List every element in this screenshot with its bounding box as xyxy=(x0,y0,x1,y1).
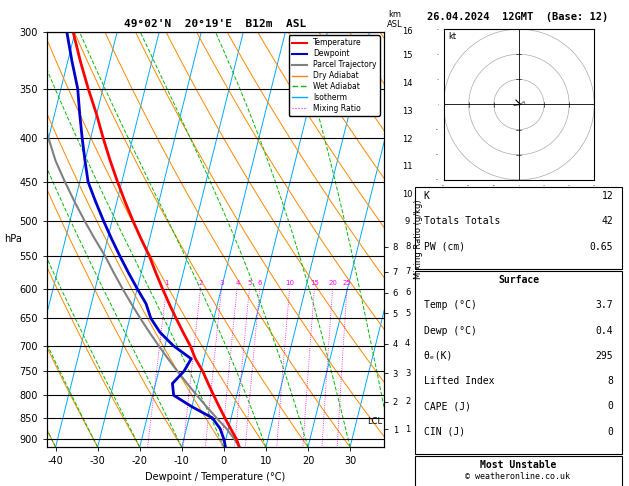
Text: 10: 10 xyxy=(403,190,413,199)
Title: 49°02'N  20°19'E  B12m  ASL: 49°02'N 20°19'E B12m ASL xyxy=(125,19,306,30)
Text: 25: 25 xyxy=(343,279,352,285)
Text: 42: 42 xyxy=(601,216,613,226)
Text: 1: 1 xyxy=(405,425,410,434)
Text: 15: 15 xyxy=(310,279,319,285)
Text: 8: 8 xyxy=(608,376,613,386)
Text: 11: 11 xyxy=(403,162,413,171)
Text: 7: 7 xyxy=(405,267,410,276)
Text: 6: 6 xyxy=(258,279,262,285)
Bar xyxy=(415,271,622,454)
Text: 2: 2 xyxy=(405,397,410,406)
Text: 13: 13 xyxy=(403,107,413,116)
Text: 14: 14 xyxy=(403,79,413,88)
Text: θₑ(K): θₑ(K) xyxy=(423,351,453,361)
Text: 2: 2 xyxy=(199,279,203,285)
Text: 26.04.2024  12GMT  (Base: 12): 26.04.2024 12GMT (Base: 12) xyxy=(426,12,608,22)
Text: 20: 20 xyxy=(328,279,337,285)
Bar xyxy=(415,456,622,486)
Text: km
ASL: km ASL xyxy=(387,10,403,29)
Text: 4: 4 xyxy=(405,339,410,348)
Text: Surface: Surface xyxy=(498,275,539,285)
Text: Temp (°C): Temp (°C) xyxy=(423,300,476,311)
Text: 0: 0 xyxy=(608,401,613,412)
Text: 5: 5 xyxy=(248,279,252,285)
Text: 12: 12 xyxy=(601,191,613,201)
Text: Most Unstable: Most Unstable xyxy=(481,460,557,470)
Text: 0.65: 0.65 xyxy=(590,242,613,252)
Text: 16: 16 xyxy=(403,27,413,36)
Text: 8: 8 xyxy=(405,243,410,251)
Text: Dewp (°C): Dewp (°C) xyxy=(423,326,476,336)
Bar xyxy=(415,187,622,269)
Text: LCL: LCL xyxy=(367,417,382,426)
Text: PW (cm): PW (cm) xyxy=(423,242,465,252)
Text: © weatheronline.co.uk: © weatheronline.co.uk xyxy=(465,472,570,481)
Text: Totals Totals: Totals Totals xyxy=(423,216,500,226)
Text: CAPE (J): CAPE (J) xyxy=(423,401,470,412)
Text: 12: 12 xyxy=(403,135,413,144)
Text: K: K xyxy=(423,191,430,201)
Text: 0.4: 0.4 xyxy=(596,326,613,336)
Legend: Temperature, Dewpoint, Parcel Trajectory, Dry Adiabat, Wet Adiabat, Isotherm, Mi: Temperature, Dewpoint, Parcel Trajectory… xyxy=(289,35,380,116)
Text: Lifted Index: Lifted Index xyxy=(423,376,494,386)
Text: CIN (J): CIN (J) xyxy=(423,427,465,437)
Text: 3: 3 xyxy=(220,279,224,285)
Text: 4: 4 xyxy=(235,279,240,285)
Text: 3: 3 xyxy=(405,369,410,378)
Text: 10: 10 xyxy=(286,279,294,285)
Text: Mixing Ratio (g/kg): Mixing Ratio (g/kg) xyxy=(414,200,423,279)
Text: 3.7: 3.7 xyxy=(596,300,613,311)
Text: 5: 5 xyxy=(405,309,410,318)
Text: 15: 15 xyxy=(403,51,413,60)
Text: hPa: hPa xyxy=(4,234,23,244)
Text: 6: 6 xyxy=(405,288,410,297)
Text: 0: 0 xyxy=(608,427,613,437)
Text: kt: kt xyxy=(448,32,457,41)
X-axis label: Dewpoint / Temperature (°C): Dewpoint / Temperature (°C) xyxy=(145,472,286,482)
Text: 295: 295 xyxy=(596,351,613,361)
Text: 1: 1 xyxy=(165,279,169,285)
Text: 9: 9 xyxy=(405,216,410,226)
